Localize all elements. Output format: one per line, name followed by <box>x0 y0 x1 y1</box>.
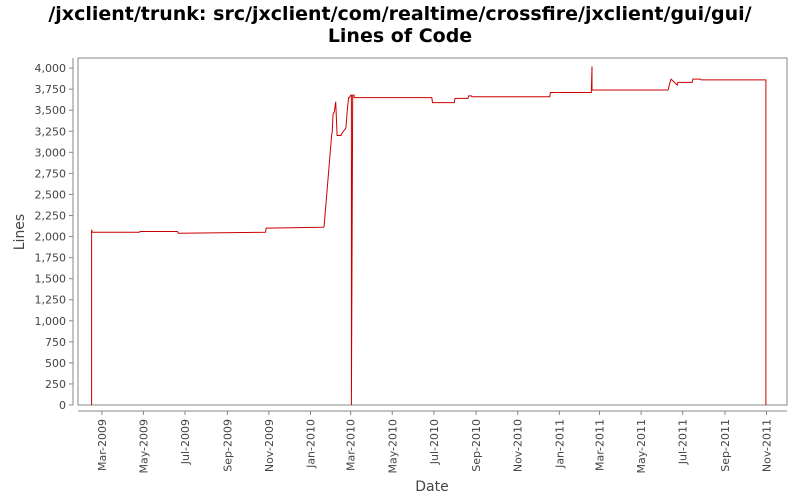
y-tick-label: 2,250 <box>35 209 67 222</box>
y-tick-label: 0 <box>59 399 66 412</box>
y-tick-label: 250 <box>45 378 66 391</box>
chart-subtitle: Lines of Code <box>327 25 473 47</box>
x-tick-label: Mar-2011 <box>594 419 607 471</box>
y-axis-label: Lines <box>12 214 28 250</box>
x-tick-label: Jan-2010 <box>304 419 317 469</box>
y-tick-label: 3,000 <box>35 146 67 159</box>
x-tick-label: Mar-2010 <box>345 419 358 471</box>
x-tick-label: Nov-2010 <box>512 419 525 472</box>
y-tick-label: 3,500 <box>35 104 67 117</box>
series-line <box>91 66 767 406</box>
y-tick-label: 2,750 <box>35 167 67 180</box>
y-tick-label: 3,250 <box>35 125 67 138</box>
x-tick-label: Sep-2011 <box>719 419 732 472</box>
chart-title: /jxclient/trunk: src/jxclient/com/realti… <box>48 3 752 25</box>
x-tick-label: Nov-2009 <box>263 419 276 472</box>
x-tick-label: Jul-2010 <box>428 419 441 465</box>
y-tick-label: 1,250 <box>35 294 67 307</box>
y-tick-label: 1,750 <box>35 252 67 265</box>
y-tick-label: 1,500 <box>35 273 67 286</box>
y-tick-label: 500 <box>45 357 66 370</box>
x-axis-label: Date <box>415 479 448 495</box>
plot-area <box>77 57 788 406</box>
y-tick-label: 2,500 <box>35 188 67 201</box>
x-tick-label: Nov-2011 <box>761 419 774 472</box>
x-tick-label: Sep-2009 <box>221 419 234 472</box>
y-tick-label: 3,750 <box>35 83 67 96</box>
x-tick-label: May-2009 <box>137 419 150 474</box>
y-tick-label: 1,000 <box>35 315 67 328</box>
y-axis-ticks: 0 250 500 750 1,000 1,250 1,500 1,750 2,000 2,250… <box>35 62 73 412</box>
x-tick-label: Mar-2009 <box>96 419 109 471</box>
x-tick-label: Sep-2010 <box>470 419 483 472</box>
y-tick-label: 2,000 <box>35 231 67 244</box>
x-axis-ticks: Mar-2009 May-2009 Jul-2009 Sep-2009 Nov-2009… <box>96 411 774 474</box>
x-tick-label: May-2011 <box>635 419 648 474</box>
x-tick-label: May-2010 <box>386 419 399 474</box>
y-tick-label: 750 <box>45 336 66 349</box>
y-tick-label: 4,000 <box>35 62 67 75</box>
x-tick-label: Jan-2011 <box>553 419 566 469</box>
x-tick-label: Jul-2011 <box>677 419 690 465</box>
x-tick-label: Jul-2009 <box>179 419 192 465</box>
